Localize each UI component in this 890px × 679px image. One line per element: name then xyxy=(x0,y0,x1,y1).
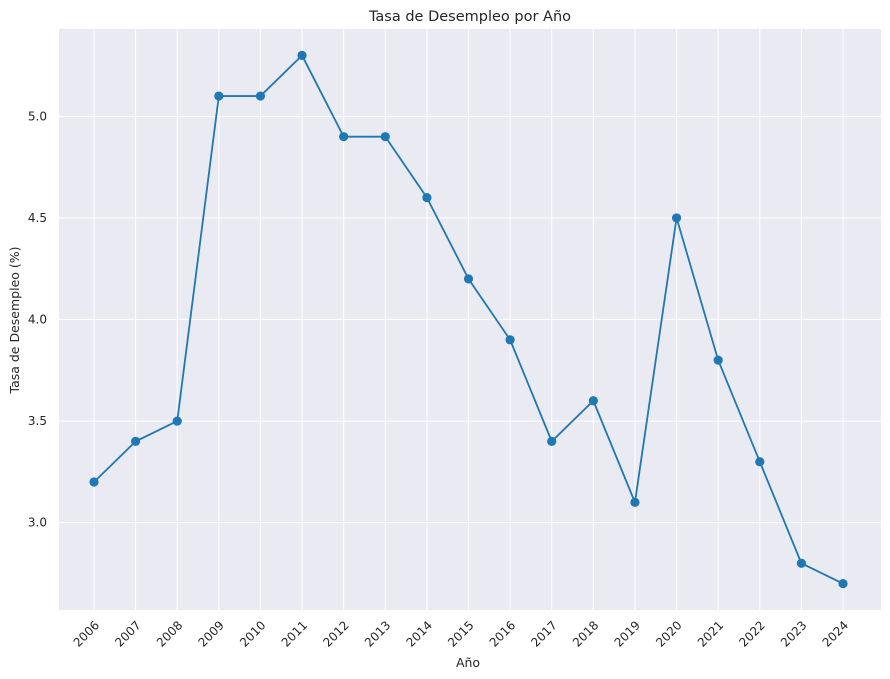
data-point xyxy=(755,457,765,467)
x-tick-label: 2008 xyxy=(154,618,185,649)
x-tick-label: 2011 xyxy=(279,618,310,649)
data-point xyxy=(505,335,515,345)
data-point xyxy=(671,213,682,223)
y-tick-label: 5.0 xyxy=(28,109,47,123)
x-tick-label: 2016 xyxy=(487,618,518,649)
x-tick-label: 2013 xyxy=(362,618,393,649)
y-tick-label: 4.0 xyxy=(28,313,47,327)
data-point xyxy=(214,91,224,101)
x-tick-label: 2020 xyxy=(653,618,684,649)
y-tick-labels: 3.0 3.5 4.0 4.5 5.0 xyxy=(28,109,47,529)
data-point xyxy=(380,132,390,142)
x-tick-label: 2006 xyxy=(71,618,102,649)
data-point xyxy=(796,558,806,568)
y-tick-label: 3.5 xyxy=(28,414,47,428)
x-tick-label: 2012 xyxy=(320,618,351,649)
data-point xyxy=(297,50,307,61)
data-point xyxy=(89,477,99,487)
data-point xyxy=(255,91,266,101)
data-point xyxy=(630,497,640,507)
y-tick-label: 4.5 xyxy=(28,211,47,225)
data-point xyxy=(422,193,432,203)
data-point xyxy=(713,355,723,365)
x-tick-label: 2022 xyxy=(736,618,767,649)
x-axis-label: Año xyxy=(456,655,480,670)
x-tick-label: 2010 xyxy=(237,618,268,649)
data-point xyxy=(547,436,557,446)
data-points xyxy=(89,50,848,589)
data-point xyxy=(339,132,349,142)
data-point xyxy=(463,274,474,284)
data-point xyxy=(172,416,182,426)
x-tick-label: 2007 xyxy=(112,618,143,649)
x-tick-label: 2023 xyxy=(778,618,809,649)
y-gridlines xyxy=(59,115,881,524)
data-point xyxy=(838,578,848,589)
x-tick-label: 2017 xyxy=(528,618,559,649)
y-axis-label: Tasa de Desempleo (%) xyxy=(7,246,22,394)
data-point xyxy=(588,396,598,406)
x-tick-label: 2015 xyxy=(445,618,476,649)
x-tick-label: 2014 xyxy=(404,618,435,649)
x-tick-label: 2024 xyxy=(820,618,851,649)
chart-title: Tasa de Desempleo por Año xyxy=(368,9,571,25)
x-tick-label: 2009 xyxy=(195,618,226,649)
x-tick-label: 2018 xyxy=(570,618,601,649)
x-tick-label: 2021 xyxy=(695,618,726,649)
data-point xyxy=(131,436,141,446)
x-tick-labels: 2006 2007 2008 2009 2010 2011 2012 2013 2014 2015… xyxy=(71,618,851,649)
y-tick-label: 3.0 xyxy=(28,516,47,530)
x-tick-label: 2019 xyxy=(612,618,643,649)
